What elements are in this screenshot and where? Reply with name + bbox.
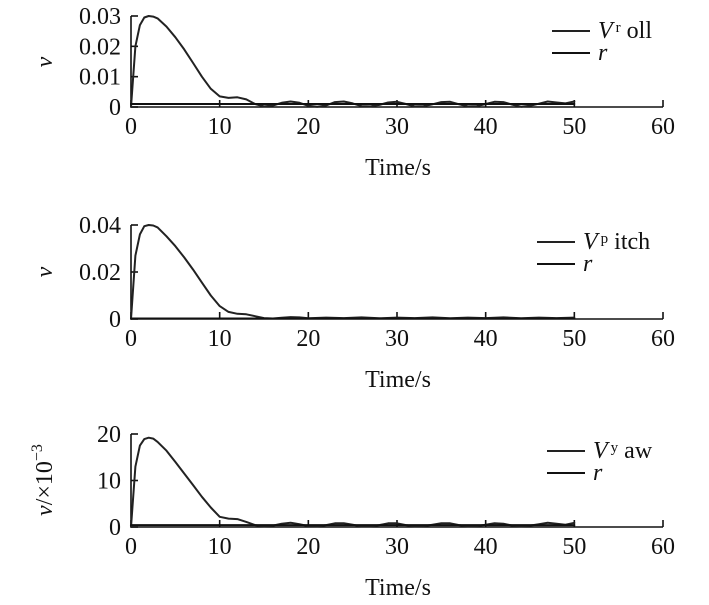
x-tick-label: 50 [562,114,586,140]
y-axis-exponent: −3 [29,444,46,461]
legend-symbol: V [583,229,600,255]
y-axis-unit: /×10 [32,461,58,505]
x-axis-title: Time/s [365,367,431,393]
x-tick-label: 40 [474,114,498,140]
x-tick-label: 30 [385,534,409,560]
y-tick-label: 10 [97,469,121,495]
x-tick-label: 10 [208,114,232,140]
x-axis-title: Time/s [365,575,431,601]
x-tick-label: 60 [651,534,675,560]
series-response-line [130,224,576,320]
legend-symbol: r [583,251,593,277]
legend-label: r [598,40,608,66]
legend-label: r [593,460,603,486]
x-tick-label: 40 [474,534,498,560]
x-tick-label: 50 [562,326,586,352]
legend-suffix: aw [624,438,653,464]
y-axis-title: v/×10−3 [29,444,58,516]
legend-suffix: itch [614,229,650,255]
y-axis-symbol: v [32,56,58,67]
y-tick-label: 0.02 [79,34,121,60]
legend-label: r [583,251,593,277]
legend-symbol: r [598,40,608,66]
x-tick-label: 10 [208,534,232,560]
y-tick-label: 0 [109,95,121,121]
x-tick-label: 30 [385,114,409,140]
x-tick-label: 60 [651,326,675,352]
y-tick-label: 20 [97,422,121,448]
legend-subscript: y [611,440,619,456]
legend-symbol: V [598,18,615,44]
series-response-line [130,436,576,528]
x-tick-label: 0 [125,534,137,560]
y-axis-symbol: v [32,505,58,516]
legend-symbol: V [593,438,610,464]
x-tick-label: 20 [296,534,320,560]
legend-subscript: r [616,20,621,36]
legend-subscript: p [601,231,609,247]
x-tick-label: 10 [208,326,232,352]
x-tick-label: 30 [385,326,409,352]
x-tick-label: 40 [474,326,498,352]
y-tick-label: 0 [109,307,121,333]
y-tick-label: 0.02 [79,260,121,286]
y-axis-symbol: v [32,266,58,277]
x-tick-label: 20 [296,326,320,352]
legend-symbol: r [593,460,603,486]
series-response-line [130,15,576,108]
x-tick-label: 0 [125,326,137,352]
x-tick-label: 50 [562,534,586,560]
x-tick-label: 0 [125,114,137,140]
x-axis-title: Time/s [365,155,431,181]
y-tick-label: 0 [109,515,121,541]
y-tick-label: 0.04 [79,213,121,239]
y-axis-title: v [32,266,58,277]
y-tick-label: 0.01 [79,65,121,91]
legend-suffix: oll [627,18,653,44]
y-axis-title: v [32,56,58,67]
y-tick-label: 0.03 [79,4,121,30]
x-tick-label: 20 [296,114,320,140]
x-tick-label: 60 [651,114,675,140]
